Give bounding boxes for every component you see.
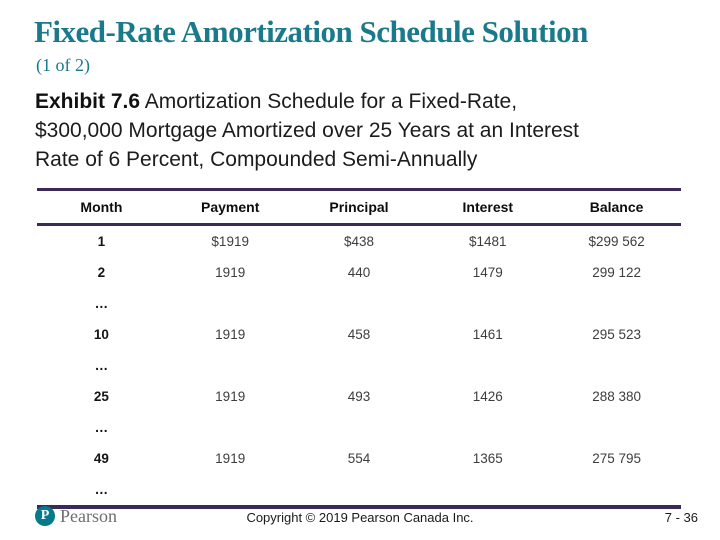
copyright-text: Copyright © 2019 Pearson Canada Inc. [246, 510, 474, 525]
cell-principal [295, 350, 424, 381]
header-month: Month [37, 189, 166, 226]
cell-payment: 1919 [215, 327, 246, 342]
cell-payment [166, 288, 295, 319]
exhibit-caption: Exhibit 7.6 Amortization Schedule for a … [35, 87, 705, 174]
cell-balance [552, 288, 681, 319]
header-principal: Principal [294, 189, 424, 226]
table-row: 10 1919 458 1461 295 523 [37, 319, 681, 350]
amortization-table: Month Payment Principal Interest Balance… [37, 188, 681, 509]
cell-balance: 295 523 [592, 327, 641, 342]
table-row: 1 $1919 $438 $1481 $299 562 [37, 225, 681, 258]
table-row-ellipsis: … [37, 350, 681, 381]
cell-month: 2 [97, 265, 106, 280]
pearson-logo: P Pearson [35, 504, 117, 528]
cell-interest: $1481 [469, 234, 507, 249]
table-row: 2 1919 440 1479 299 122 [37, 257, 681, 288]
page-number: 7 - 36 [664, 510, 698, 525]
caption-line: $300,000 Mortgage Amortized over 25 Year… [35, 116, 705, 145]
table-header: Month Payment Principal Interest Balance [37, 189, 681, 226]
cell-interest [423, 350, 552, 381]
cell-principal [295, 288, 424, 319]
cell-interest: 1461 [472, 327, 503, 342]
cell-interest [423, 412, 552, 443]
cell-balance [552, 350, 681, 381]
caption-line: Rate of 6 Percent, Compounded Semi-Annua… [35, 145, 705, 174]
cell-payment: 1919 [215, 389, 246, 404]
caption-text: Rate of 6 Percent, Compounded Semi-Annua… [35, 148, 478, 171]
cell-balance: $299 562 [588, 234, 645, 249]
cell-balance: 288 380 [592, 389, 641, 404]
page-subtitle: (1 of 2) [36, 55, 90, 75]
cell-payment: 1919 [215, 451, 246, 466]
header-balance: Balance [552, 189, 681, 226]
cell-payment [166, 412, 295, 443]
cell-payment: 1919 [215, 265, 246, 280]
table-row-ellipsis: … [37, 288, 681, 319]
table-row-ellipsis: … [37, 474, 681, 507]
cell-interest: 1426 [472, 389, 503, 404]
cell-month: 10 [93, 327, 109, 342]
caption-line: Exhibit 7.6 Amortization Schedule for a … [35, 87, 705, 116]
cell-payment [166, 474, 295, 507]
cell-principal: 493 [347, 389, 371, 404]
page-title: Fixed-Rate Amortization Schedule Solutio… [34, 14, 588, 49]
caption-bold-label: Exhibit 7.6 [35, 90, 141, 113]
caption-text: $300,000 Mortgage Amortized over 25 Year… [35, 119, 580, 142]
cell-principal [295, 412, 424, 443]
cell-principal: 440 [347, 265, 371, 280]
cell-month: 25 [93, 389, 109, 404]
cell-month: 1 [97, 234, 106, 249]
cell-principal [295, 474, 424, 507]
cell-payment: $1919 [211, 234, 249, 249]
cell-balance: 275 795 [592, 451, 641, 466]
cell-month: … [94, 482, 109, 497]
cell-interest: 1479 [472, 265, 503, 280]
cell-balance [552, 412, 681, 443]
cell-payment [166, 350, 295, 381]
cell-interest: 1365 [472, 451, 503, 466]
table-row: 25 1919 493 1426 288 380 [37, 381, 681, 412]
pearson-wordmark: Pearson [60, 505, 117, 526]
table-row-ellipsis: … [37, 412, 681, 443]
pearson-logo-icon: P [35, 506, 55, 526]
table-row: 49 1919 554 1365 275 795 [37, 443, 681, 474]
cell-balance: 299 122 [592, 265, 641, 280]
table-body: 1 $1919 $438 $1481 $299 562 2 1919 440 1… [37, 225, 681, 508]
cell-principal: 458 [347, 327, 371, 342]
cell-month: 49 [93, 451, 109, 466]
cell-interest [423, 288, 552, 319]
caption-text: Amortization Schedule for a Fixed-Rate, [140, 90, 518, 113]
cell-principal: $438 [343, 234, 375, 249]
cell-month: … [94, 420, 109, 435]
header-payment: Payment [165, 189, 295, 226]
cell-principal: 554 [347, 451, 371, 466]
cell-month: … [94, 296, 109, 311]
header-interest: Interest [423, 189, 553, 226]
table-header-row: Month Payment Principal Interest Balance [37, 189, 681, 226]
cell-balance [552, 474, 681, 507]
cell-month: … [94, 358, 109, 373]
cell-interest [423, 474, 552, 507]
